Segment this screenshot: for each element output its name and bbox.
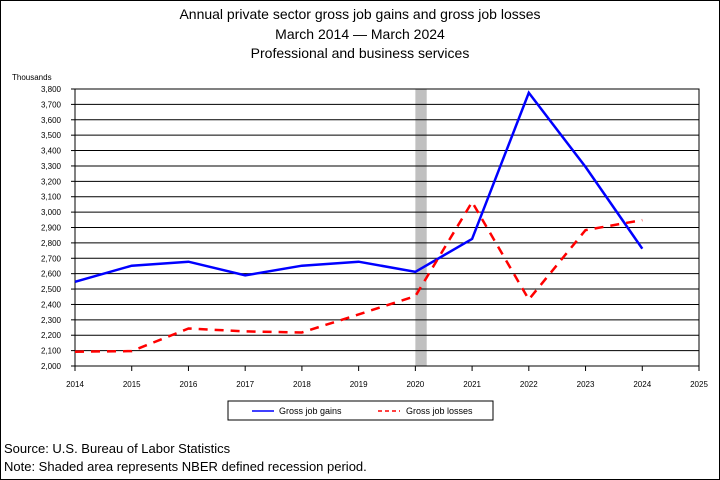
y-tick-label: 3,500	[41, 131, 62, 140]
x-tick-label: 2020	[406, 380, 424, 389]
x-tick-label: 2021	[463, 380, 481, 389]
chart-subtitle-dates: March 2014 — March 2024	[275, 26, 445, 42]
legend-gains-label: Gross job gains	[279, 406, 342, 416]
y-tick-label: 2,000	[41, 362, 62, 371]
y-tick-label: 2,200	[41, 331, 62, 340]
x-tick-label: 2015	[123, 380, 141, 389]
y-tick-label: 2,400	[41, 300, 62, 309]
y-tick-label: 3,000	[41, 208, 62, 217]
y-tick-label: 3,700	[41, 100, 62, 109]
y-tick-label: 2,700	[41, 254, 62, 263]
chart-title: Annual private sector gross job gains an…	[179, 6, 541, 22]
x-tick-label: 2023	[577, 380, 595, 389]
y-tick-label: 3,400	[41, 147, 62, 156]
y-tick-label: 3,600	[41, 116, 62, 125]
y-tick-label: 3,200	[41, 177, 62, 186]
gross-job-gains-line	[74, 90, 644, 284]
recession-note: Note: Shaded area represents NBER define…	[4, 459, 367, 474]
plot-area	[74, 88, 700, 367]
y-tick-label: 3,800	[41, 85, 62, 94]
y-tick-label: 2,100	[41, 347, 62, 356]
x-tick-label: 2017	[236, 380, 254, 389]
y-tick-label: 2,600	[41, 270, 62, 279]
x-tick-label: 2024	[633, 380, 651, 389]
x-tick-label: 2019	[350, 380, 368, 389]
y-tick-label: 2,300	[41, 316, 62, 325]
y-tick-label: 3,100	[41, 193, 62, 202]
y-tick-label: 2,800	[41, 239, 62, 248]
gross-job-losses-line	[74, 199, 643, 353]
legend-losses-label: Gross job losses	[406, 406, 473, 416]
x-tick-label: 2018	[293, 380, 311, 389]
y-tick-label: 2,900	[41, 224, 62, 233]
y-tick-label: 3,300	[41, 162, 62, 171]
chart-subtitle-industry: Professional and business services	[250, 45, 470, 61]
x-tick-label: 2025	[690, 380, 708, 389]
x-tick-label: 2022	[520, 380, 538, 389]
y-axis-unit: Thousands	[12, 73, 52, 82]
x-tick-label: 2014	[66, 380, 84, 389]
source-note: Source: U.S. Bureau of Labor Statistics	[4, 441, 231, 456]
x-tick-label: 2016	[180, 380, 198, 389]
y-tick-label: 2,500	[41, 285, 62, 294]
legend-box	[227, 400, 494, 421]
